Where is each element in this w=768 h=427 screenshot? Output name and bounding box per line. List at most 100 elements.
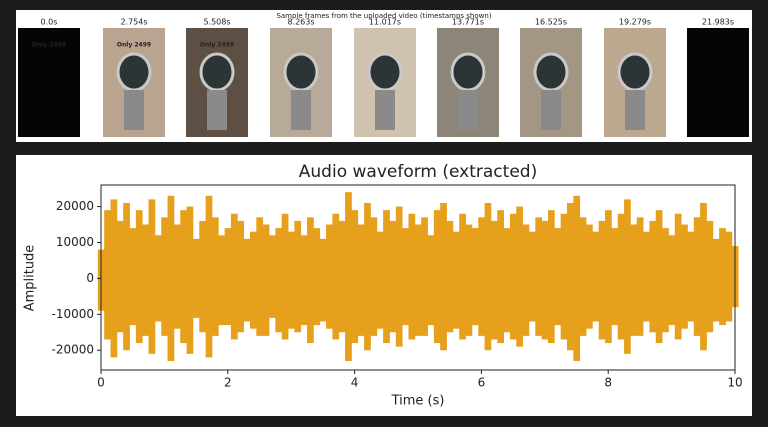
- x-tick-label: 4: [351, 376, 359, 390]
- frame-band: [291, 90, 311, 130]
- waveform-segment: [624, 199, 631, 354]
- waveform-segment: [592, 231, 600, 322]
- waveform-segment: [370, 217, 378, 336]
- waveform-segment: [617, 213, 625, 340]
- waveform-segment: [307, 217, 314, 344]
- frame-timestamp: 16.525s: [535, 18, 567, 27]
- waveform-segment: [154, 235, 162, 322]
- waveform-segment: [598, 220, 606, 340]
- waveform-segment: [110, 199, 118, 358]
- frame-timestamp: 13.771s: [452, 18, 484, 27]
- waveform-segment: [655, 210, 663, 344]
- waveform-segment: [573, 195, 581, 362]
- waveform-segment: [725, 231, 733, 322]
- waveform-segment: [503, 228, 511, 333]
- waveform-segment: [351, 210, 359, 344]
- x-axis-label: Time (s): [391, 394, 445, 409]
- frame-watch: [617, 52, 653, 92]
- x-tick-label: 2: [224, 376, 232, 390]
- waveform-segment: [167, 195, 175, 362]
- waveform-segment: [579, 217, 587, 336]
- waveform-segment: [338, 220, 346, 333]
- waveform-segment: [123, 202, 130, 351]
- waveform-segment: [554, 228, 562, 326]
- waveform-segment: [376, 231, 384, 329]
- waveform-segment: [433, 210, 441, 344]
- waveform-segment: [465, 224, 473, 336]
- waveform-segment: [541, 220, 549, 340]
- waveform-segment: [674, 213, 682, 340]
- waveform-segment: [662, 228, 669, 333]
- waveform-segment: [173, 224, 181, 329]
- frame-watch: [367, 52, 403, 92]
- waveform-segment: [288, 231, 295, 329]
- waveform-segment: [211, 217, 219, 336]
- waveform-segment: [681, 224, 688, 329]
- waveform-segment: [345, 192, 352, 362]
- x-tick-label: 6: [478, 376, 486, 390]
- y-axis-label: Amplitude: [23, 245, 38, 312]
- frame-image: [18, 28, 80, 137]
- waveform-segment: [148, 199, 156, 354]
- waveform-segment: [528, 231, 536, 322]
- waveform-segment: [566, 202, 574, 351]
- frame-timestamp: 21.983s: [702, 18, 734, 27]
- frame-watch: [116, 52, 152, 92]
- waveform-segment: [560, 213, 568, 340]
- chart-title: Audio waveform (extracted): [299, 162, 537, 182]
- waveform-segment: [186, 206, 194, 354]
- waveform-segment: [224, 228, 232, 326]
- waveform-segment: [313, 228, 321, 326]
- waveform-segment: [547, 210, 555, 344]
- waveform-segment: [643, 231, 650, 322]
- waveform-segment: [605, 210, 612, 344]
- plot-frame: [100, 184, 736, 371]
- waveform-segment: [383, 210, 390, 344]
- frame-watch: [450, 52, 486, 92]
- frame-image: [687, 28, 749, 137]
- frame-timestamp: 19.279s: [619, 18, 651, 27]
- waveform-segment: [389, 220, 397, 333]
- waveform-segment: [116, 220, 124, 333]
- waveform-segment: [687, 231, 695, 322]
- frame-watch: [533, 52, 569, 92]
- waveform-segment: [192, 238, 200, 318]
- y-tick-label: -10000: [51, 307, 94, 321]
- waveform-segment: [205, 195, 213, 358]
- waveform-segment: [693, 217, 701, 336]
- y-tick-label: 20000: [56, 199, 94, 213]
- x-tick-label: 8: [604, 376, 612, 390]
- waveform-segment: [636, 217, 644, 336]
- y-tick-label: 0: [86, 271, 94, 285]
- waveform-segment: [712, 238, 720, 322]
- waveform-segment: [484, 202, 492, 351]
- waveform-segment: [478, 217, 485, 336]
- waveform-segment: [586, 224, 593, 329]
- waveform-segment: [104, 210, 111, 340]
- waveform-segment: [497, 210, 504, 344]
- waveform-segment: [332, 213, 340, 340]
- frame-watch: [283, 52, 319, 92]
- waveform-segment: [446, 220, 454, 333]
- waveform-segment: [237, 220, 245, 333]
- waveform-segment: [719, 228, 726, 326]
- waveform-segment: [129, 228, 137, 326]
- waveform-segment: [281, 213, 289, 340]
- frame-band: [541, 90, 561, 130]
- waveform-segment: [522, 224, 530, 336]
- waveform-segment: [135, 210, 143, 344]
- frame-band: [124, 90, 144, 130]
- y-tick-label: 10000: [56, 235, 94, 249]
- frame-timestamp: 11.017s: [369, 18, 401, 27]
- waveform-segment: [490, 220, 498, 340]
- waveform-segment: [319, 238, 327, 322]
- waveform-segment: [630, 224, 638, 336]
- waveform-segment: [408, 213, 416, 340]
- waveform-segment: [249, 231, 257, 329]
- waveform-segment: [199, 220, 207, 333]
- frame-timestamp: 0.0s: [41, 18, 58, 27]
- waveform-segment: [262, 224, 270, 336]
- waveform-segment: [440, 202, 447, 351]
- frame-band: [458, 90, 478, 130]
